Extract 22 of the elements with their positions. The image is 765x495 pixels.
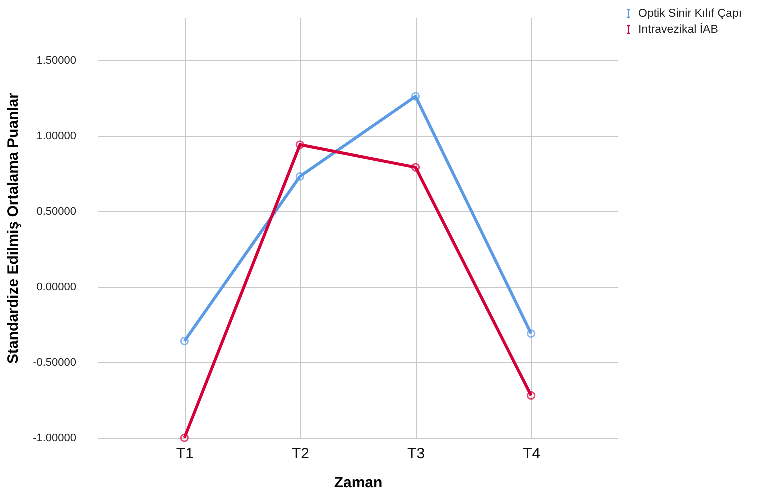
point	[296, 140, 305, 150]
y-tick-label: -0.50000	[33, 356, 76, 369]
y-tick-label: 0.50000	[36, 206, 76, 218]
x-tick-label: T4	[523, 446, 541, 462]
x-tick-label: T1	[176, 446, 194, 462]
point	[527, 329, 536, 338]
legend-label: Optik Sinir Kılıf Çapı	[638, 8, 742, 20]
x-axis-title: Zaman	[334, 474, 383, 492]
point	[411, 92, 420, 101]
y-tick-label: 1.50000	[36, 54, 76, 67]
y-tick-label: 0.00000	[36, 281, 76, 294]
x-tick-label: T3	[408, 446, 426, 462]
legend-label: Intravezikal İAB	[638, 22, 719, 36]
y-tick-label: 1.00000	[36, 130, 76, 142]
point	[527, 391, 536, 400]
point	[296, 172, 305, 181]
y-tick-label: -1.00000	[33, 432, 76, 444]
point	[411, 163, 420, 172]
point	[180, 337, 189, 346]
point	[180, 434, 189, 442]
y-axis-title: Standardize Edilmiş Ortalama Puanlar	[5, 92, 22, 364]
x-tick-label: T2	[292, 446, 310, 462]
